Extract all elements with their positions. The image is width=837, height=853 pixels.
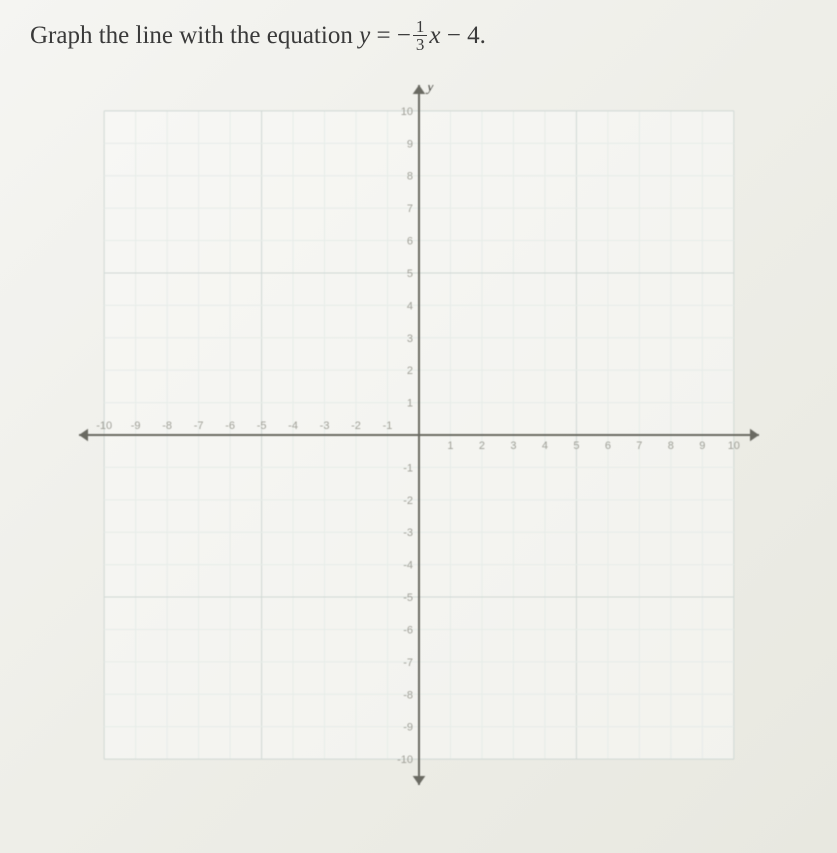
svg-text:4: 4: [541, 440, 547, 452]
svg-text:-6: -6: [403, 624, 413, 636]
coordinate-grid[interactable]: 1 2 3 4 5 6 7 8 9 10 -10 -9 -8 -7 -6 -5 -4 -3 -2 -1 1 2 3 4 5 6 7 8…: [79, 85, 759, 785]
svg-text:-2: -2: [351, 420, 361, 432]
svg-text:2: 2: [478, 440, 484, 452]
fraction-numerator: 1: [413, 18, 428, 36]
fraction-denominator: 3: [413, 36, 428, 53]
svg-text:1: 1: [447, 440, 453, 452]
svg-text:-6: -6: [225, 420, 235, 432]
svg-text:-1: -1: [403, 462, 413, 474]
eq-neg: −: [397, 22, 411, 49]
svg-text:4: 4: [406, 300, 412, 312]
svg-text:-7: -7: [403, 657, 413, 669]
svg-text:y: y: [425, 85, 434, 95]
svg-text:5: 5: [573, 440, 579, 452]
svg-text:-5: -5: [256, 420, 266, 432]
eq-rhs-var: x: [429, 22, 440, 49]
svg-text:8: 8: [667, 440, 673, 452]
svg-text:-3: -3: [319, 420, 329, 432]
svg-text:-4: -4: [288, 420, 298, 432]
question-prompt: Graph the line with the equation y = −13…: [30, 20, 807, 55]
prompt-prefix: Graph the line with the equation: [30, 22, 359, 49]
svg-text:-2: -2: [403, 495, 413, 507]
svg-text:2: 2: [406, 365, 412, 377]
svg-text:-1: -1: [382, 420, 392, 432]
svg-text:5: 5: [406, 268, 412, 280]
svg-text:-5: -5: [403, 592, 413, 604]
svg-text:8: 8: [406, 171, 412, 183]
eq-fraction: 13: [413, 18, 428, 53]
svg-text:-9: -9: [403, 722, 413, 734]
svg-text:10: 10: [727, 440, 739, 452]
svg-text:-8: -8: [403, 689, 413, 701]
svg-text:3: 3: [406, 333, 412, 345]
svg-text:-7: -7: [193, 420, 203, 432]
svg-text:9: 9: [406, 138, 412, 150]
svg-text:-10: -10: [96, 420, 112, 432]
eq-lhs-var: y: [359, 22, 370, 49]
eq-sign: =: [370, 22, 397, 49]
svg-text:10: 10: [400, 106, 412, 118]
svg-text:-8: -8: [162, 420, 172, 432]
svg-text:-4: -4: [403, 560, 413, 572]
svg-text:-9: -9: [130, 420, 140, 432]
svg-text:7: 7: [406, 203, 412, 215]
svg-text:-10: -10: [397, 754, 413, 766]
svg-text:3: 3: [510, 440, 516, 452]
svg-text:6: 6: [604, 440, 610, 452]
svg-text:-3: -3: [403, 527, 413, 539]
svg-text:9: 9: [699, 440, 705, 452]
svg-text:1: 1: [406, 398, 412, 410]
chart-container: 1 2 3 4 5 6 7 8 9 10 -10 -9 -8 -7 -6 -5 -4 -3 -2 -1 1 2 3 4 5 6 7 8…: [30, 85, 807, 785]
eq-tail: − 4.: [441, 22, 486, 49]
svg-text:6: 6: [406, 236, 412, 248]
svg-text:7: 7: [636, 440, 642, 452]
